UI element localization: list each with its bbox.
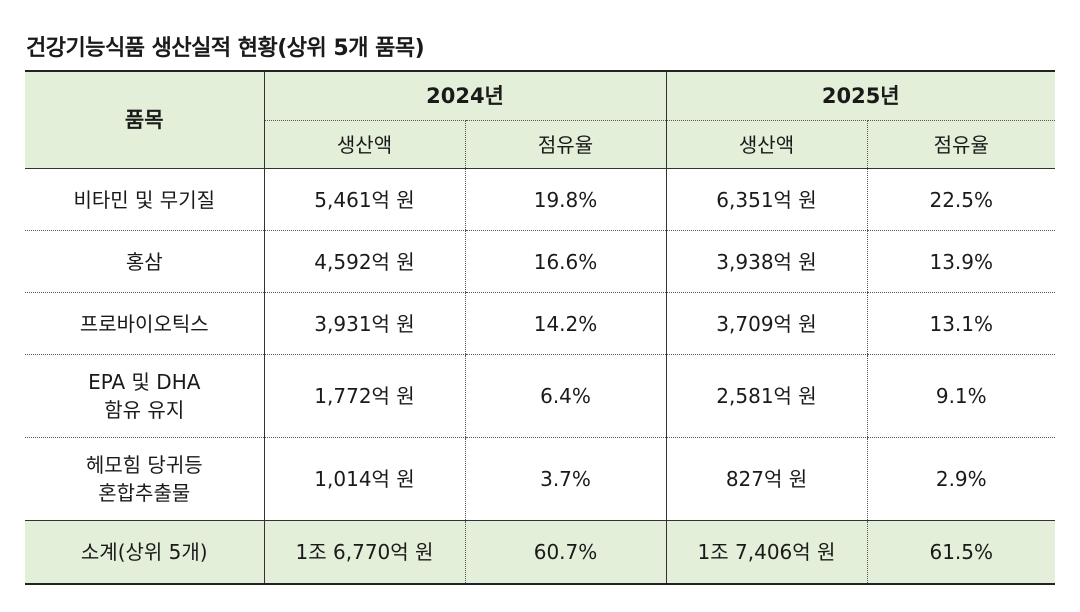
production-2024: 1,014억 원 — [263, 437, 465, 521]
item-name: EPA 및 DHA 함유 유지 — [25, 354, 264, 438]
share-2025: 13.9% — [866, 230, 1055, 293]
table-row: EPA 및 DHA 함유 유지 1,772억 원 6.4% 2,581억 원 9.… — [25, 354, 1055, 438]
total-share-2024: 60.7% — [464, 520, 666, 585]
table-row: 프로바이오틱스 3,931억 원 14.2% 3,709억 원 13.1% — [25, 292, 1055, 355]
total-production-2024: 1조 6,770억 원 — [263, 520, 465, 585]
share-2024: 3.7% — [464, 437, 666, 521]
share-2024: 14.2% — [464, 292, 666, 355]
production-table: 품목 2024년 2025년 생산액 점유율 생산액 점유율 비타민 및 무기질… — [25, 70, 1055, 585]
production-2024: 3,931억 원 — [263, 292, 465, 355]
production-2024: 5,461억 원 — [263, 168, 465, 231]
share-2025: 2.9% — [866, 437, 1055, 521]
header-share-2025: 점유율 — [866, 120, 1055, 169]
header-share-2024: 점유율 — [464, 120, 666, 169]
table-row: 헤모힘 당귀등 혼합추출물 1,014억 원 3.7% 827억 원 2.9% — [25, 437, 1055, 521]
production-2025: 827억 원 — [665, 437, 867, 521]
share-2025: 9.1% — [866, 354, 1055, 438]
production-2025: 6,351억 원 — [665, 168, 867, 231]
share-2024: 19.8% — [464, 168, 666, 231]
item-name: 헤모힘 당귀등 혼합추출물 — [25, 437, 264, 521]
header-item: 품목 — [25, 70, 264, 169]
total-label: 소계(상위 5개) — [25, 520, 264, 585]
total-row: 소계(상위 5개) 1조 6,770억 원 60.7% 1조 7,406억 원 … — [25, 520, 1055, 585]
production-2025: 3,709억 원 — [665, 292, 867, 355]
table-row: 비타민 및 무기질 5,461억 원 19.8% 6,351억 원 22.5% — [25, 168, 1055, 231]
share-2025: 22.5% — [866, 168, 1055, 231]
production-2024: 1,772억 원 — [263, 354, 465, 438]
table-title: 건강기능식품 생산실적 현황(상위 5개 품목) — [26, 36, 425, 61]
total-share-2025: 61.5% — [866, 520, 1055, 585]
header-year-2025: 2025년 — [665, 70, 1055, 121]
item-name: 비타민 및 무기질 — [25, 168, 264, 231]
header-production-2025: 생산액 — [665, 120, 867, 169]
share-2024: 6.4% — [464, 354, 666, 438]
share-2024: 16.6% — [464, 230, 666, 293]
table-row: 홍삼 4,592억 원 16.6% 3,938억 원 13.9% — [25, 230, 1055, 293]
share-2025: 13.1% — [866, 292, 1055, 355]
header-production-2024: 생산액 — [263, 120, 465, 169]
item-name: 프로바이오틱스 — [25, 292, 264, 355]
production-2025: 2,581억 원 — [665, 354, 867, 438]
production-2024: 4,592억 원 — [263, 230, 465, 293]
header-year-2024: 2024년 — [263, 70, 666, 121]
production-2025: 3,938억 원 — [665, 230, 867, 293]
item-name: 홍삼 — [25, 230, 264, 293]
total-production-2025: 1조 7,406억 원 — [665, 520, 867, 585]
